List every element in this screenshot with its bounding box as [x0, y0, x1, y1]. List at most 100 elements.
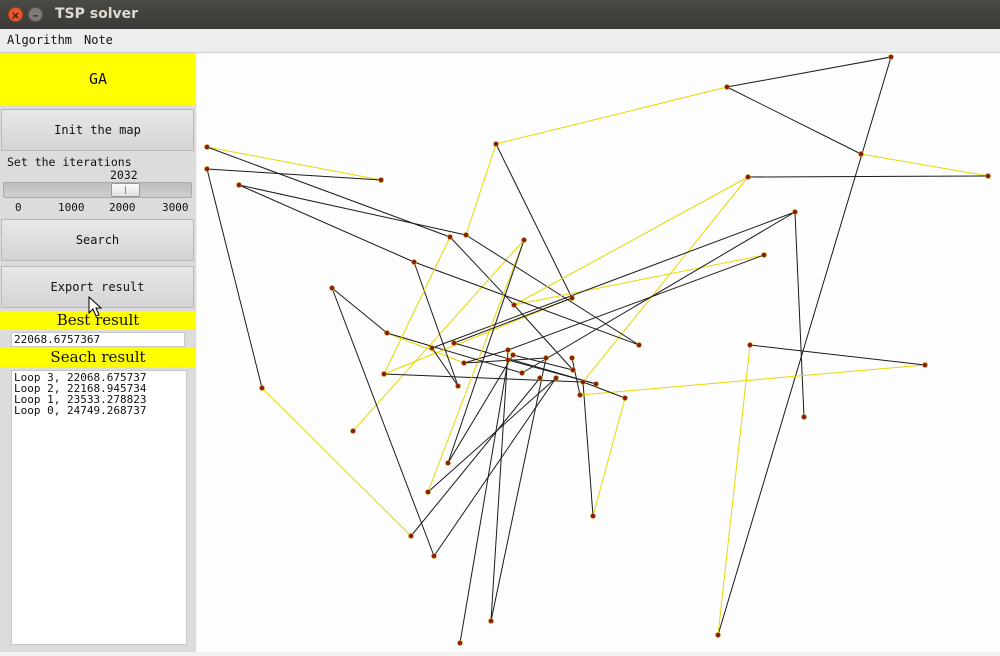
route-edge — [447, 239, 525, 464]
city-node — [922, 362, 928, 368]
list-item: Loop 1, 23533.278823 — [14, 393, 147, 406]
route-edge — [582, 381, 594, 517]
route-edge — [386, 332, 523, 374]
best-result-field[interactable]: 22068.6757367 — [11, 332, 185, 347]
route-edge — [413, 261, 640, 346]
city-node — [622, 395, 628, 401]
route-edge — [463, 349, 509, 364]
city-node — [570, 367, 576, 373]
route-edge — [431, 347, 459, 387]
route-edge — [512, 354, 574, 371]
route-edge — [447, 354, 514, 464]
city-node — [259, 385, 265, 391]
route-edge — [331, 287, 388, 334]
search-button[interactable]: Search — [1, 219, 194, 261]
route-edge — [717, 56, 892, 636]
city-node — [590, 513, 596, 519]
route-edge — [261, 387, 412, 537]
city-node — [593, 381, 599, 387]
route-edge — [383, 236, 451, 375]
city-node — [505, 347, 511, 353]
city-node — [985, 173, 991, 179]
iterations-slider[interactable] — [3, 182, 192, 198]
city-node — [381, 371, 387, 377]
route-edge — [433, 377, 557, 557]
city-node — [461, 360, 467, 366]
route-edge — [571, 357, 581, 396]
city-node — [451, 340, 457, 346]
route-edge — [206, 146, 382, 181]
route-edge — [582, 381, 626, 399]
slider-thumb[interactable] — [111, 183, 140, 197]
city-node — [511, 302, 517, 308]
city-node — [858, 151, 864, 157]
route-edge — [747, 175, 989, 178]
city-node — [408, 533, 414, 539]
city-node — [445, 460, 451, 466]
city-node — [510, 352, 516, 358]
route-edge — [206, 168, 263, 389]
mouse-pointer-icon — [88, 296, 102, 317]
route-edge — [413, 261, 459, 387]
city-node — [350, 428, 356, 434]
route-edge — [749, 344, 926, 366]
city-node — [493, 141, 499, 147]
route-edge — [352, 239, 525, 432]
route-edge — [465, 143, 497, 236]
city-node — [569, 355, 575, 361]
route-edge — [331, 287, 435, 557]
city-node — [411, 259, 417, 265]
slider-tick-1000: 1000 — [58, 201, 85, 214]
city-node — [553, 375, 559, 381]
iterations-value: 2032 — [110, 168, 138, 182]
route-edge — [449, 236, 515, 306]
route-edge — [453, 297, 573, 344]
slider-tick-3000: 3000 — [162, 201, 189, 214]
route-edge — [427, 239, 525, 493]
close-icon[interactable]: × — [8, 7, 23, 22]
city-node — [745, 174, 751, 180]
city-node — [761, 252, 767, 258]
route-edge — [579, 364, 926, 396]
city-node — [888, 54, 894, 60]
list-item: Loop 3, 22068.675737 — [14, 371, 147, 384]
city-node — [457, 640, 463, 646]
route-edge — [582, 176, 749, 383]
search-result-list[interactable]: Loop 3, 22068.675737 Loop 2, 22168.94573… — [11, 370, 187, 645]
route-edge — [383, 373, 584, 383]
city-node — [429, 345, 435, 351]
route-edge — [860, 153, 989, 177]
search-result-heading: Seach result — [0, 348, 196, 367]
route-edge — [431, 211, 796, 349]
route-edge — [513, 176, 749, 306]
city-node — [378, 177, 384, 183]
route-edge — [206, 168, 382, 181]
city-node — [715, 632, 721, 638]
city-node — [801, 414, 807, 420]
tsp-map-canvas[interactable] — [197, 53, 1000, 652]
city-node — [329, 285, 335, 291]
minimize-icon[interactable]: – — [28, 7, 43, 22]
route-edge — [490, 357, 547, 622]
iterations-label: Set the iterations — [7, 155, 132, 169]
city-node — [505, 357, 511, 363]
list-item: Loop 0, 24749.268737 — [14, 404, 147, 417]
menu-algorithm[interactable]: Algorithm — [7, 33, 73, 47]
city-node — [204, 166, 210, 172]
city-node — [425, 489, 431, 495]
route-edge — [521, 211, 796, 374]
init-map-button[interactable]: Init the map — [1, 109, 194, 151]
list-item: Loop 2, 22168.945734 — [14, 382, 147, 395]
export-result-button[interactable]: Export result — [1, 266, 194, 308]
route-edge — [386, 332, 465, 364]
control-panel: GA Init the map Set the iterations 2032 … — [0, 53, 196, 652]
city-node — [580, 379, 586, 385]
route-edge — [794, 211, 805, 418]
city-node — [447, 234, 453, 240]
city-node — [431, 553, 437, 559]
route-edge — [206, 146, 451, 238]
city-node — [455, 383, 461, 389]
route-edge — [238, 184, 467, 236]
menu-note[interactable]: Note — [84, 33, 113, 47]
slider-grip-icon — [125, 186, 126, 194]
